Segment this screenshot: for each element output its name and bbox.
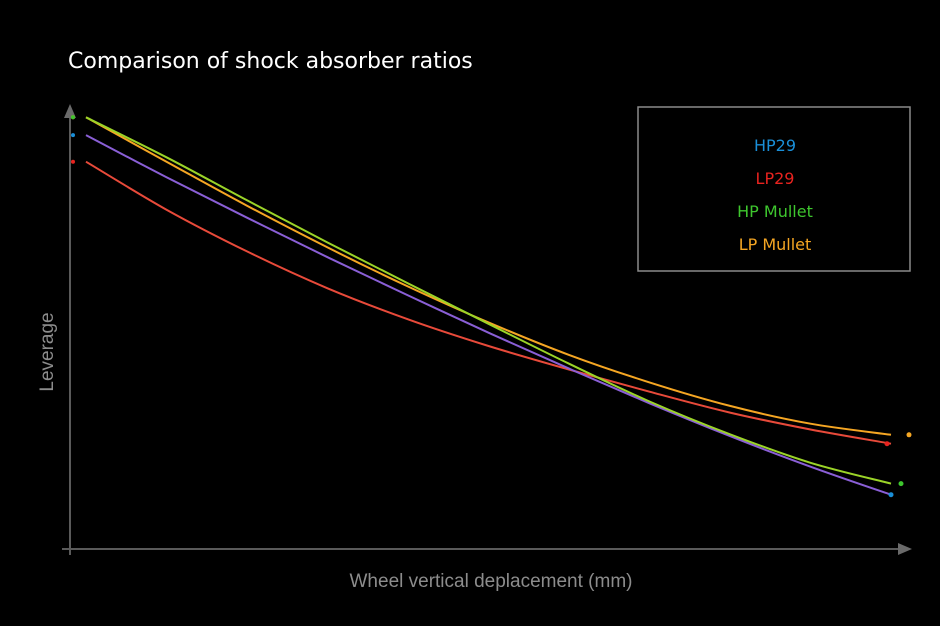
series-end-marker-lp-mullet: [906, 432, 912, 438]
legend-entry-lp29: LP29: [756, 169, 795, 188]
series-end-marker-hp-mullet: [898, 481, 904, 487]
series-line-hp-mullet: [85, 116, 892, 485]
series-line-hp29: [85, 134, 892, 496]
legend-entry-hp-mullet: HP Mullet: [737, 202, 813, 221]
x-axis-label: Wheel vertical deplacement (mm): [350, 571, 633, 592]
series-line-lp29: [85, 160, 892, 445]
series-start-marker-hp-mullet: [71, 115, 75, 120]
y-axis-label: Leverage: [37, 312, 58, 391]
legend-box: [637, 106, 911, 272]
x-axis-arrow-icon: [898, 543, 912, 555]
series-end-marker-hp29: [888, 492, 894, 498]
series-start-marker-lp29: [71, 159, 75, 164]
series-start-marker-hp29: [71, 133, 75, 138]
series-line-lp-mullet: [85, 116, 892, 436]
y-axis-arrow-icon: [64, 104, 76, 118]
series-layer: [71, 115, 912, 498]
legend-entry-lp-mullet: LP Mullet: [739, 235, 812, 254]
series-end-marker-lp29: [884, 441, 890, 447]
legend-entry-hp29: HP29: [754, 136, 796, 155]
chart-title: Comparison of shock absorber ratios: [68, 49, 473, 74]
